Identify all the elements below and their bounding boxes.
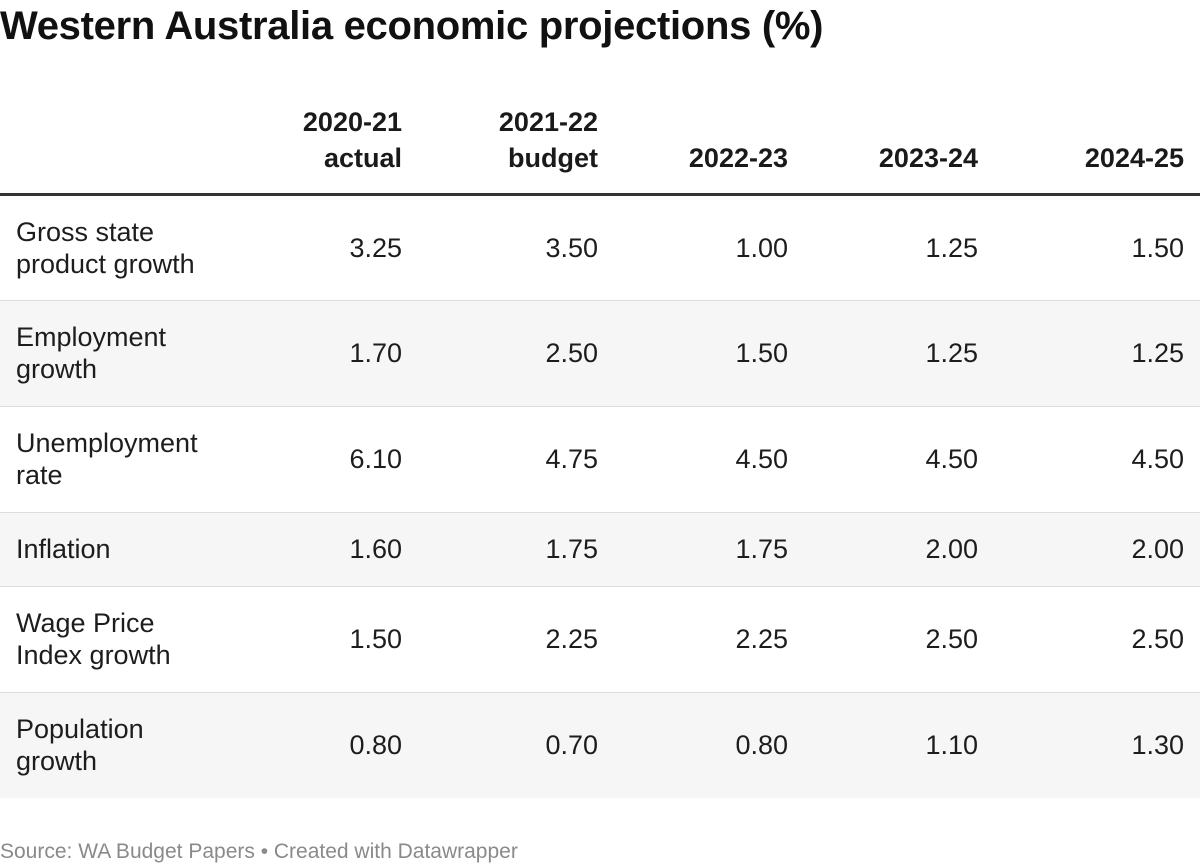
row-label: Gross state product growth	[16, 216, 195, 279]
column-header-line: 2022-23	[688, 142, 788, 173]
table-header: 2020-21 actual 2021-22 budget 2022-23 20…	[0, 100, 1200, 196]
table-cell: 0.70	[418, 691, 614, 798]
row-label: Employment growth	[0, 299, 228, 406]
column-header-line: 2024-25	[1084, 142, 1184, 173]
source-footer: Source: WA Budget Papers • Created with …	[0, 840, 518, 863]
table-cell: 3.50	[545, 232, 598, 263]
table-cell: 2.25	[418, 585, 614, 692]
table-cell: 3.25	[349, 232, 402, 263]
table-cell: 1.50	[1131, 232, 1184, 263]
table-cell: 1.25	[804, 299, 994, 406]
table-cell: 2.50	[418, 299, 614, 406]
table-cell: 2.50	[994, 585, 1200, 692]
table-cell: 1.50	[228, 585, 418, 692]
table-cell: 2.50	[804, 585, 994, 692]
table-cell: 2.25	[614, 585, 804, 692]
table-cell: 1.75	[418, 511, 614, 586]
table-cell: 2.00	[994, 511, 1200, 586]
column-header: 2020-21 actual	[228, 100, 418, 196]
table-body: Gross state product growth 3.25 3.50 1.0…	[0, 194, 1200, 798]
table-cell: 1.75	[614, 511, 804, 586]
table-row: Unemployment rate 6.10 4.75 4.50 4.50 4.…	[0, 405, 1200, 512]
table-cell: 1.70	[228, 299, 418, 406]
column-header-line: 2021-22	[498, 106, 598, 137]
projections-table: 2020-21 actual 2021-22 budget 2022-23 20…	[0, 100, 1200, 798]
column-header: 2023-24	[804, 100, 994, 196]
table-cell: 1.30	[994, 691, 1200, 798]
column-header-line: budget	[508, 142, 598, 173]
table-row: Inflation 1.60 1.75 1.75 2.00 2.00	[0, 511, 1200, 586]
table-cell: 0.80	[614, 691, 804, 798]
header-row: 2020-21 actual 2021-22 budget 2022-23 20…	[0, 100, 1200, 196]
row-label: Inflation	[0, 511, 228, 586]
table-cell: 1.60	[228, 511, 418, 586]
table-cell: 6.10	[228, 405, 418, 512]
row-label: Wage Price Index growth	[0, 585, 228, 692]
table-cell: 1.50	[614, 299, 804, 406]
column-header-line: 2020-21	[302, 106, 402, 137]
row-label: Unemployment rate	[0, 405, 228, 512]
table-cell: 1.25	[925, 232, 978, 263]
table-row: Gross state product growth 3.25 3.50 1.0…	[0, 194, 1200, 300]
table-cell: 4.50	[614, 405, 804, 512]
table-cell: 2.00	[804, 511, 994, 586]
table-cell: 1.25	[994, 299, 1200, 406]
column-header-line: actual	[323, 142, 402, 173]
table-cell: 0.80	[228, 691, 418, 798]
column-header: 2021-22 budget	[418, 100, 614, 196]
header-cell-empty	[0, 100, 228, 196]
table-row: Population growth 0.80 0.70 0.80 1.10 1.…	[0, 691, 1200, 798]
column-header-line: 2023-24	[878, 142, 978, 173]
row-label: Population growth	[0, 691, 228, 798]
column-header: 2022-23	[614, 100, 804, 196]
table-row: Employment growth 1.70 2.50 1.50 1.25 1.…	[0, 299, 1200, 406]
table-cell: 4.50	[804, 405, 994, 512]
table-row: Wage Price Index growth 1.50 2.25 2.25 2…	[0, 585, 1200, 692]
chart-title: Western Australia economic projections (…	[0, 4, 824, 48]
table-cell: 1.00	[735, 232, 788, 263]
table-cell: 4.50	[994, 405, 1200, 512]
table-cell: 1.10	[804, 691, 994, 798]
column-header: 2024-25	[994, 100, 1200, 196]
table-cell: 4.75	[418, 405, 614, 512]
